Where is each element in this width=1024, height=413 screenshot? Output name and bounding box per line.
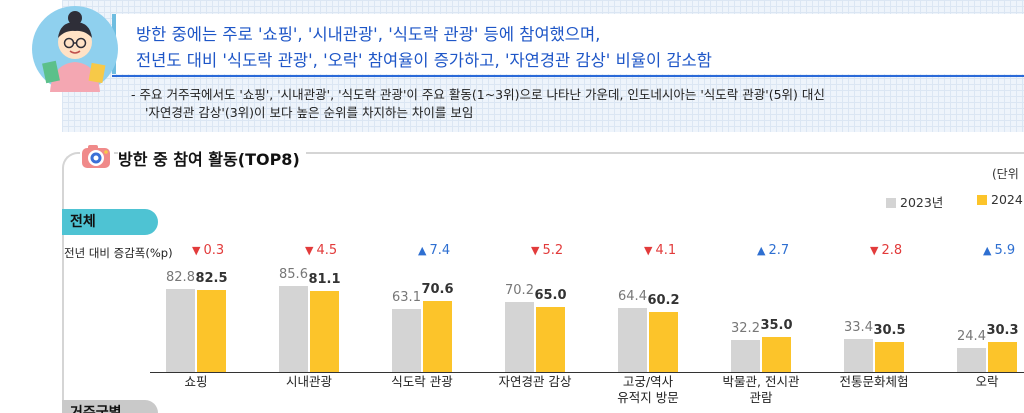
bar-cur-2 [423, 301, 452, 372]
chart-title: 방한 중 참여 활동(TOP8) [118, 146, 306, 170]
bar-value-cur-7: 30.3 [986, 322, 1019, 338]
legend-label-cur: 2024 [991, 192, 1023, 207]
section-panel [62, 152, 1024, 413]
chart-baseline [150, 372, 1024, 373]
headline-line-2: 전년도 대비 '식도락 관광', '오락' 참여율이 증가하고, '자연경관 감… [136, 51, 712, 70]
legend-swatch-cur [977, 195, 987, 205]
legend-label-prev: 2023년 [900, 195, 944, 210]
legend-swatch-prev [886, 198, 896, 208]
group-label-by-country: 거주국별 [62, 400, 158, 413]
bar-prev-5 [731, 339, 760, 372]
bar-value-prev-4: 64.4 [618, 288, 647, 304]
headline-line-1: 방한 중에는 주로 '쇼핑', '시내관광', '식도락 관광' 등에 참여했으… [136, 25, 601, 44]
change-value-4: ▼ 4.1 [644, 243, 677, 258]
bar-cur-5 [762, 337, 791, 372]
bar-value-cur-4: 60.2 [647, 292, 680, 308]
bar-prev-6 [844, 338, 873, 372]
bar-cur-0 [197, 289, 226, 372]
change-label: 전년 대비 증감폭(%p) [64, 246, 173, 260]
bar-value-prev-1: 85.6 [279, 267, 308, 283]
summary-bullet-line-2: '자연경관 감상'(3위)이 보다 높은 순위를 차지하는 차이를 보임 [145, 105, 474, 120]
headline-divider [112, 75, 1024, 77]
bar-value-prev-5: 32.2 [731, 320, 760, 336]
bar-value-cur-1: 81.1 [308, 271, 341, 287]
bar-cur-6 [875, 341, 904, 372]
triangle-up-icon: ▲ [418, 244, 427, 257]
bar-prev-1 [279, 286, 308, 372]
camera-icon [80, 142, 114, 172]
bar-cur-4 [649, 311, 678, 372]
triangle-down-icon: ▼ [644, 244, 653, 257]
triangle-down-icon: ▼ [192, 244, 201, 257]
bar-value-prev-3: 70.2 [505, 282, 534, 298]
bar-cur-7 [988, 341, 1017, 372]
category-label-3: 자연경관 감상 [498, 374, 572, 389]
bar-prev-4 [618, 307, 647, 372]
bar-cur-1 [310, 290, 339, 372]
change-value-2: ▲ 7.4 [418, 243, 451, 258]
change-value-5: ▲ 2.7 [757, 243, 790, 258]
tourist-shopping-avatar-icon [32, 6, 118, 92]
change-value-0: ▼ 0.3 [192, 243, 225, 258]
bar-cur-3 [536, 307, 565, 372]
category-label-2: 식도락 관광 [391, 374, 453, 389]
category-label-0: 쇼핑 [184, 374, 208, 389]
headline-box: 방한 중에는 주로 '쇼핑', '시내관광', '식도락 관광' 등에 참여했으… [112, 14, 1024, 74]
triangle-down-icon: ▼ [870, 244, 879, 257]
triangle-down-icon: ▼ [531, 244, 540, 257]
bar-value-prev-6: 33.4 [844, 319, 873, 335]
category-label-7: 오락 [975, 374, 999, 389]
summary-bullet-line-1: - 주요 거주국에서도 '쇼핑', '시내관광', '식도락 관광'이 주요 활… [131, 87, 825, 102]
bar-prev-3 [505, 301, 534, 372]
bar-value-cur-3: 65.0 [534, 288, 567, 303]
bar-value-prev-2: 63.1 [392, 289, 421, 305]
bar-prev-2 [392, 308, 421, 372]
category-label-6: 전통문화체험 [839, 374, 909, 389]
bar-prev-7 [957, 347, 986, 372]
category-label-1: 시내관광 [285, 374, 332, 389]
change-value-6: ▼ 2.8 [870, 243, 903, 258]
triangle-up-icon: ▲ [983, 244, 992, 257]
change-value-1: ▼ 4.5 [305, 243, 338, 258]
legend-item-cur: 2024 [977, 192, 1023, 207]
bar-value-cur-6: 30.5 [873, 322, 906, 338]
unit-label: (단위 [992, 167, 1019, 181]
legend-item-prev: 2023년 [886, 192, 943, 211]
group-label-total: 전체 [62, 209, 158, 235]
change-value-7: ▲ 5.9 [983, 243, 1016, 258]
bar-value-prev-7: 24.4 [957, 328, 986, 344]
change-value-3: ▼ 5.2 [531, 243, 564, 258]
category-label-4: 고궁/역사 유적지 방문 [617, 374, 679, 405]
triangle-down-icon: ▼ [305, 244, 314, 257]
category-label-5: 박물관, 전시관 관람 [722, 374, 800, 405]
bar-value-cur-5: 35.0 [760, 318, 793, 333]
triangle-up-icon: ▲ [757, 244, 766, 257]
bar-value-cur-2: 70.6 [421, 282, 454, 298]
bar-value-cur-0: 82.5 [195, 270, 228, 286]
bar-value-prev-0: 82.8 [166, 270, 195, 286]
bar-prev-0 [166, 289, 195, 372]
